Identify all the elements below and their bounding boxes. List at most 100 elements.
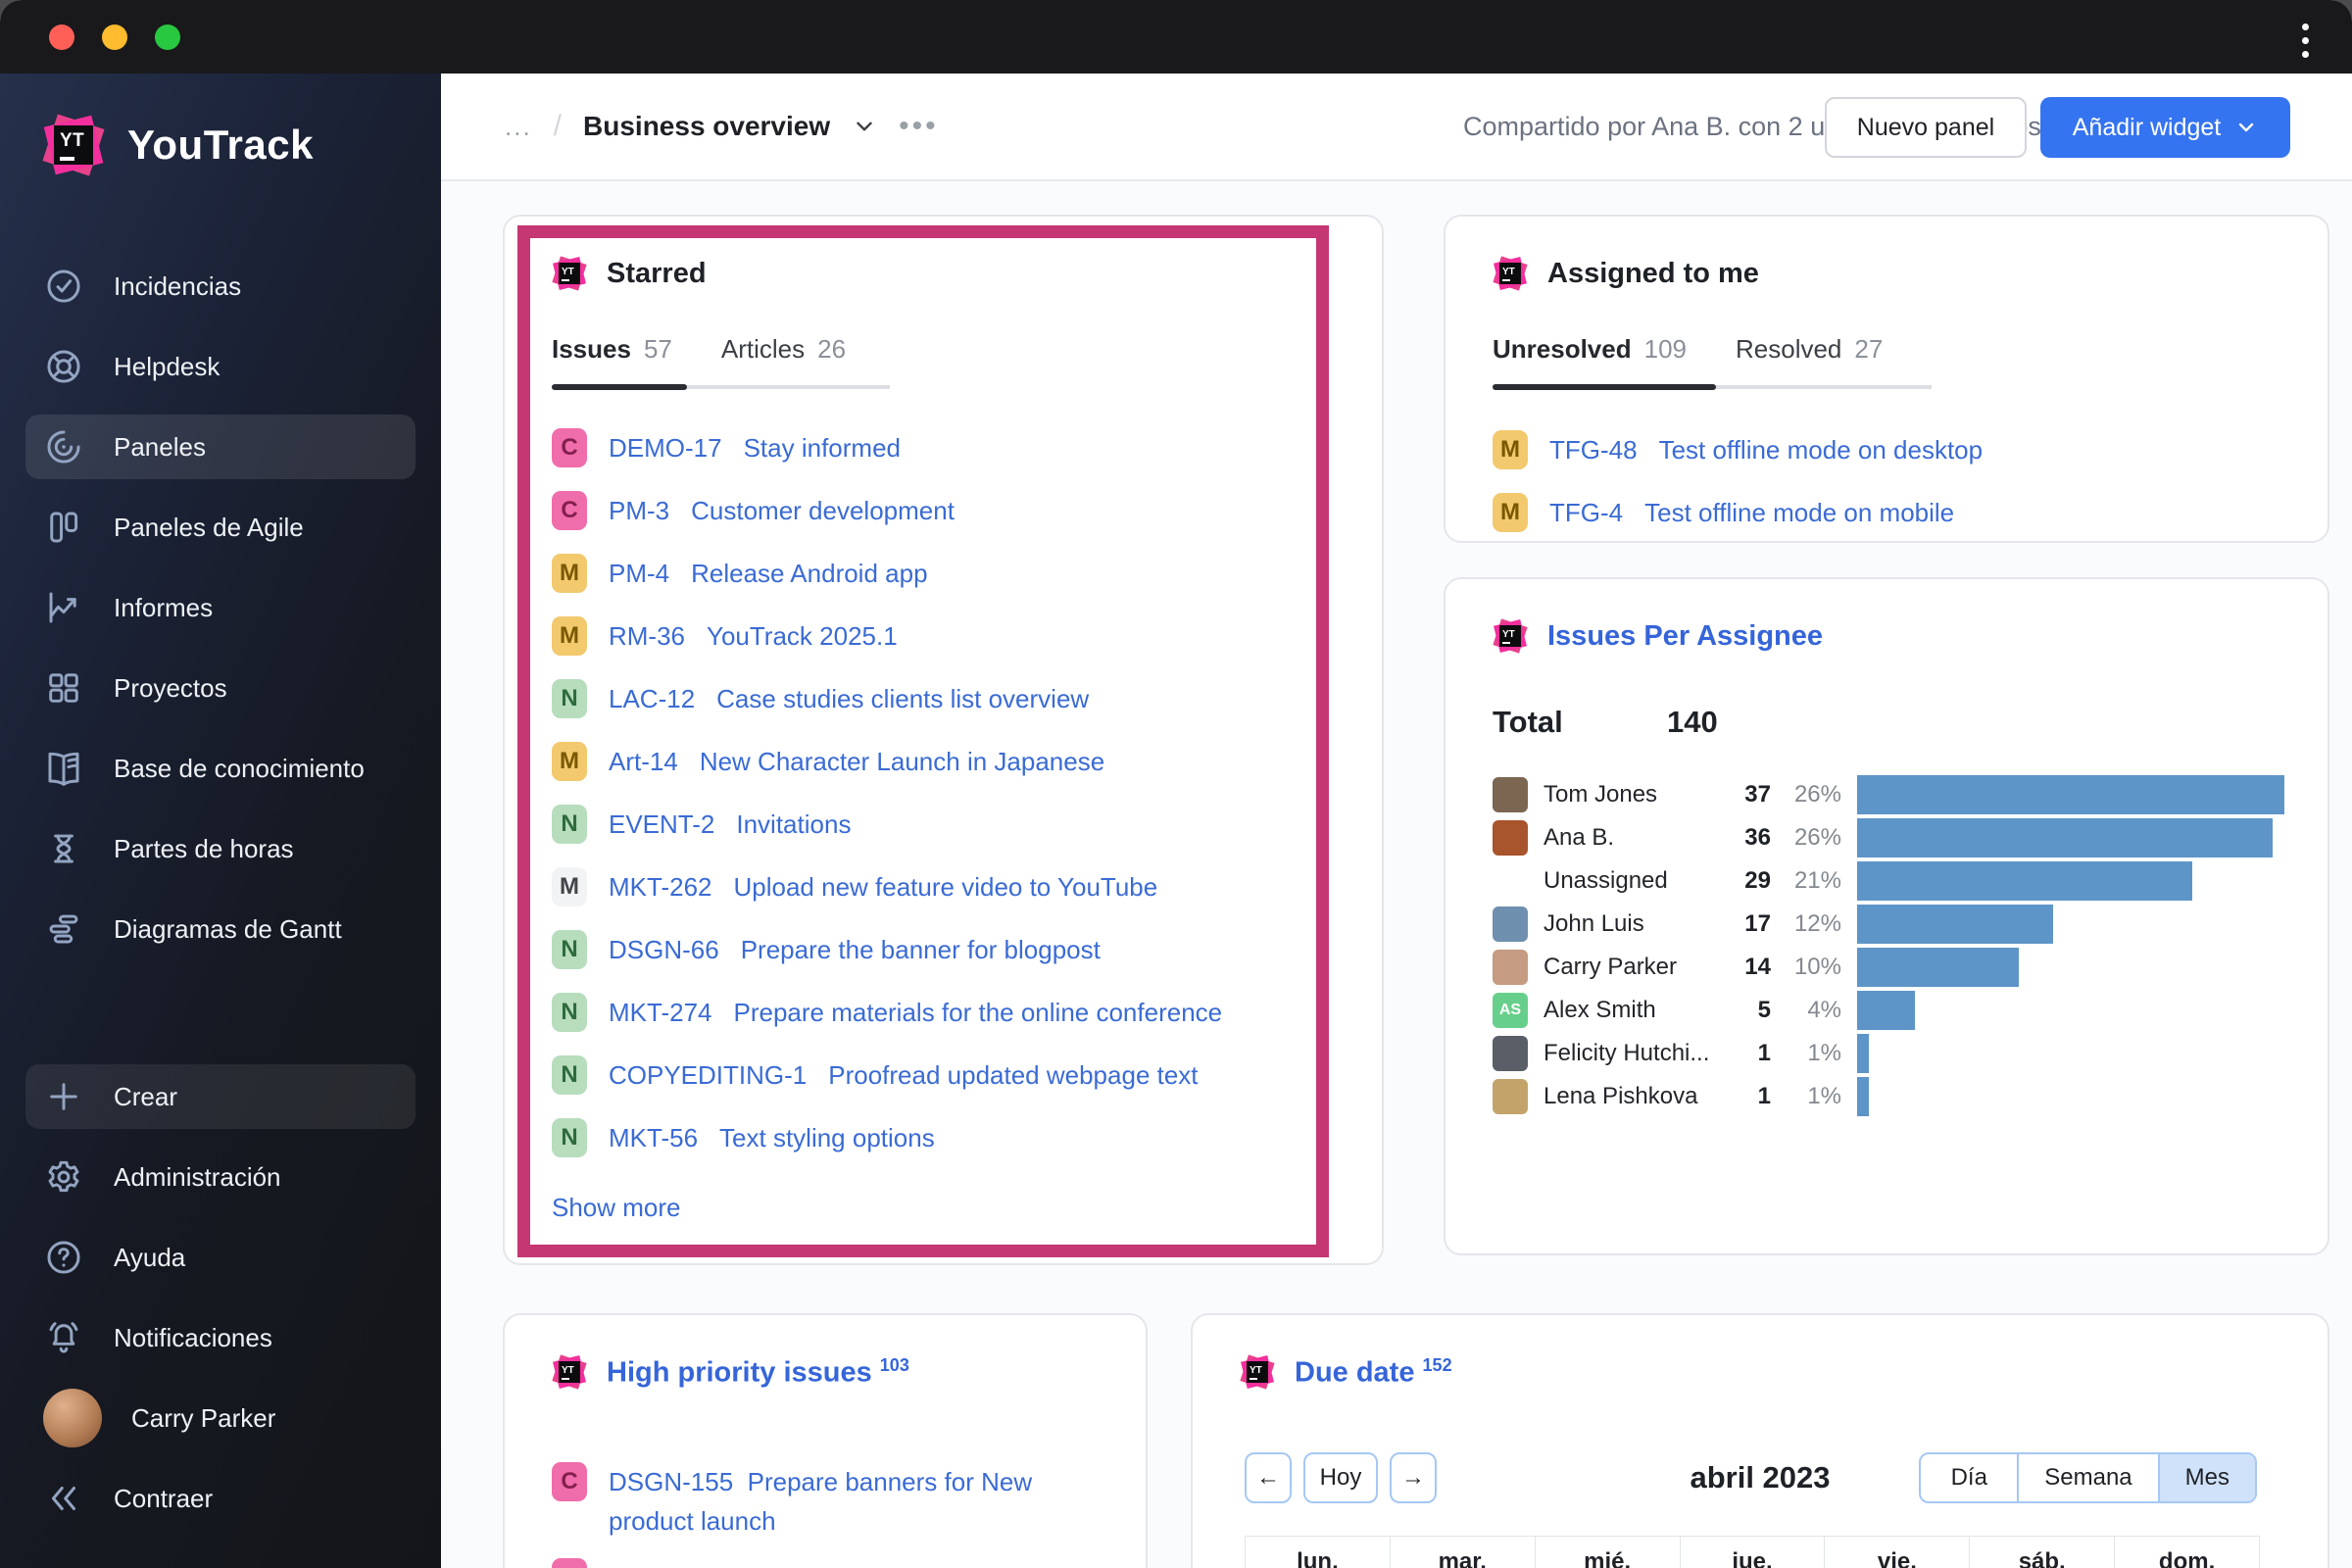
sidebar-item-ayuda[interactable]: Ayuda xyxy=(25,1225,416,1290)
minimize-window-button[interactable] xyxy=(102,24,127,50)
widget-header: YT High priority issues 103 xyxy=(552,1354,909,1390)
breadcrumb: ... / Business overview ••• xyxy=(505,74,939,179)
project-badge: M xyxy=(1493,493,1528,532)
logo-text: YouTrack xyxy=(127,122,314,168)
project-badge: N xyxy=(552,993,587,1032)
sidebar-item-notificaciones[interactable]: Notificaciones xyxy=(25,1305,416,1370)
check-circle-icon xyxy=(47,270,80,303)
sidebar-item-diagramas-gantt[interactable]: Diagramas de Gantt xyxy=(25,897,416,961)
issue-link[interactable]: M PM-4 Release Android app xyxy=(552,542,1352,605)
user-menu[interactable]: Carry Parker xyxy=(25,1386,416,1450)
issue-link[interactable]: M RM-36 YouTrack 2025.1 xyxy=(552,605,1352,667)
breadcrumb-more-button[interactable]: ... xyxy=(505,111,532,141)
sidebar-item-label: Administración xyxy=(114,1161,281,1192)
widget-title-link[interactable]: Issues Per Assignee xyxy=(1547,619,1824,652)
sidebar-item-incidencias[interactable]: Incidencias xyxy=(25,254,416,318)
assignee-bar xyxy=(1857,948,2019,987)
calendar-prev-button[interactable]: ← xyxy=(1245,1452,1292,1503)
user-name: Carry Parker xyxy=(131,1402,276,1433)
project-badge: M xyxy=(552,742,587,781)
widget-title: Starred xyxy=(607,257,707,289)
issue-link[interactable]: N EVENT-2 Invitations xyxy=(552,793,1352,856)
sidebar-item-informes[interactable]: Informes xyxy=(25,575,416,640)
sidebar-item-label: Ayuda xyxy=(114,1242,186,1272)
collapse-sidebar-button[interactable]: Contraer xyxy=(25,1466,416,1531)
dashboard-title[interactable]: Business overview xyxy=(583,111,831,141)
assignee-rows: Tom Jones 37 26% Ana B. 36 26% Unassigned 29 2… xyxy=(1493,773,2284,1118)
tab-underline xyxy=(1493,384,1932,390)
add-widget-button[interactable]: Añadir widget xyxy=(2040,97,2290,158)
calendar-next-button[interactable]: → xyxy=(1390,1452,1437,1503)
issue-link[interactable]: N MKT-274 Prepare materials for the online… xyxy=(552,981,1352,1044)
chevron-down-icon[interactable] xyxy=(852,114,877,139)
issue-link[interactable]: C DEMO-17 Stay informed xyxy=(552,416,1352,479)
book-icon xyxy=(48,752,79,786)
zoom-window-button[interactable] xyxy=(155,24,180,50)
collapse-icon xyxy=(52,1487,75,1510)
tab-unresolved[interactable]: Unresolved 109 xyxy=(1493,334,1687,364)
issue-link[interactable]: N LAC-12 Case studies clients list overvie… xyxy=(552,667,1352,730)
youtrack-logo[interactable]: YT YouTrack xyxy=(41,113,314,177)
starred-issue-list: C DEMO-17 Stay informed C PM-3 Customer deve… xyxy=(552,416,1352,1169)
tab-articles[interactable]: Articles 26 xyxy=(720,334,847,364)
issue-link[interactable]: C PM-3 Customer development xyxy=(552,479,1352,542)
issue-link[interactable]: C DSGN-155 Prepare banners for New produ… xyxy=(552,1462,1079,1541)
sidebar-item-label: Base de conocimiento xyxy=(114,753,365,783)
window-menu-icon[interactable] xyxy=(2285,18,2325,63)
assignee-avatar xyxy=(1493,950,1528,985)
issue-link[interactable]: N DSGN-66 Prepare the banner for blogpost xyxy=(552,918,1352,981)
traffic-lights xyxy=(49,24,180,50)
close-window-button[interactable] xyxy=(49,24,74,50)
assignee-bar xyxy=(1857,1034,1869,1073)
issue-link[interactable]: N COPYEDITING-1 Proofread updated webpage … xyxy=(552,1044,1352,1106)
view-day-button[interactable]: Día xyxy=(1950,1464,1987,1491)
issues-per-assignee-widget: YT Issues Per Assignee Total 140 Tom Jon… xyxy=(1444,577,2329,1255)
project-badge: M xyxy=(552,554,587,593)
sidebar-item-label: Proyectos xyxy=(114,672,227,703)
sidebar-item-administracion[interactable]: Administración xyxy=(25,1145,416,1209)
assignee-row: Unassigned 29 21% xyxy=(1493,859,2284,903)
show-more-link[interactable]: Show more xyxy=(552,1193,681,1222)
sidebar-item-paneles[interactable]: Paneles xyxy=(25,415,416,479)
gantt-icon xyxy=(49,914,78,944)
issue-link[interactable]: N MKT-56 Text styling options xyxy=(552,1106,1352,1169)
project-badge: N xyxy=(552,679,587,718)
sidebar-item-proyectos[interactable]: Proyectos xyxy=(25,656,416,720)
create-button[interactable]: Crear xyxy=(25,1064,416,1129)
assignee-row: Lena Pishkova 1 1% xyxy=(1493,1075,2284,1118)
sidebar-item-label: Partes de horas xyxy=(114,833,294,863)
issue-link[interactable]: M Art-14 New Character Launch in Japanese xyxy=(552,730,1352,793)
issue-link[interactable]: M MKT-262 Upload new feature video to YouT… xyxy=(552,856,1352,918)
calendar-view-switcher: Día Semana Mes xyxy=(1919,1452,2257,1503)
day-header: mié. xyxy=(1534,1537,1680,1568)
project-badge: C xyxy=(552,1462,587,1501)
widget-title-link[interactable]: Due date 152 xyxy=(1295,1354,1452,1389)
widget-title-link[interactable]: High priority issues 103 xyxy=(607,1354,909,1389)
view-month-button[interactable]: Mes xyxy=(2157,1454,2255,1501)
issue-link[interactable]: M TFG-4 Test offline mode on mobile xyxy=(1493,481,2298,541)
new-panel-button[interactable]: Nuevo panel xyxy=(1825,97,2027,158)
calendar-today-button[interactable]: Hoy xyxy=(1303,1452,1378,1503)
sidebar-item-paneles-agile[interactable]: Paneles de Agile xyxy=(25,495,416,560)
sidebar-item-base-conocimiento[interactable]: Base de conocimiento xyxy=(25,736,416,801)
project-badge: N xyxy=(552,930,587,969)
project-badge: N xyxy=(552,805,587,844)
assigned-to-me-widget: YT Assigned to me Unresolved 109 Resolve… xyxy=(1444,215,2329,543)
tab-resolved[interactable]: Resolved 27 xyxy=(1736,334,1884,364)
day-header: dom. xyxy=(2114,1537,2259,1568)
assignee-bar xyxy=(1857,861,2192,901)
day-header: jue. xyxy=(1679,1537,1825,1568)
view-week-button[interactable]: Semana xyxy=(2017,1454,2157,1501)
sidebar-item-label: Contraer xyxy=(114,1483,214,1513)
sidebar-item-partes-horas[interactable]: Partes de horas xyxy=(25,816,416,881)
projects-icon xyxy=(49,673,78,703)
tab-issues[interactable]: Issues 57 xyxy=(552,334,672,364)
total-row: Total 140 xyxy=(1493,705,1718,740)
sidebar-item-label: Incidencias xyxy=(114,270,242,301)
issue-link[interactable]: M TFG-48 Test offline mode on desktop xyxy=(1493,418,2298,481)
dashboard-menu-icon[interactable]: ••• xyxy=(899,110,939,142)
reports-icon xyxy=(49,592,76,623)
total-value: 140 xyxy=(1667,705,1718,739)
youtrack-widget-icon: YT xyxy=(552,1354,587,1390)
sidebar-item-helpdesk[interactable]: Helpdesk xyxy=(25,334,416,399)
